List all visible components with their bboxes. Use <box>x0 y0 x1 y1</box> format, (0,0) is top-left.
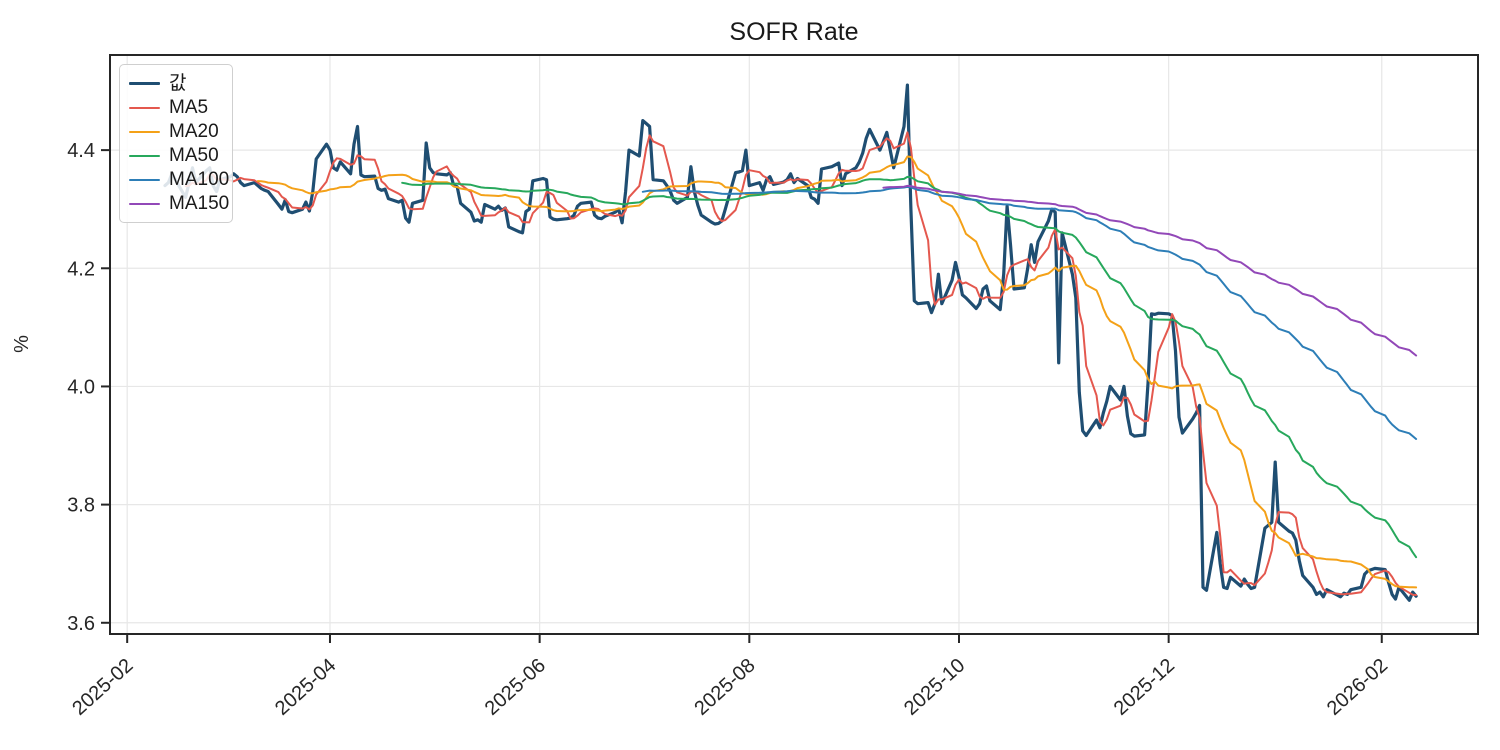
legend-item-MA150: MA150 <box>129 194 229 213</box>
series-line-값 <box>163 83 1418 602</box>
legend-item-MA5: MA5 <box>129 97 222 118</box>
y-tick-label: 3.6 <box>67 613 95 635</box>
x-tick-label: 2026-02 <box>1323 654 1392 719</box>
legend-item-MA20: MA20 <box>129 121 222 142</box>
legend-label: MA100 <box>169 169 230 190</box>
legend-swatch-값 <box>129 81 160 86</box>
series-line-MA5 <box>184 131 1418 596</box>
y-tick-label: 4.2 <box>67 258 95 280</box>
legend-label: MA150 <box>169 193 230 214</box>
y-axis-label: % <box>11 335 33 353</box>
axis-tick-marks <box>101 149 1383 643</box>
legend-swatch-MA20 <box>129 130 160 133</box>
series-line-MA100 <box>641 185 1418 440</box>
y-axis-tick-labels: 3.6 3.8 4.0 4.2 4.4 <box>67 140 95 635</box>
x-tick-label: 2025-06 <box>481 654 550 719</box>
line-series-group <box>163 83 1418 602</box>
series-line-MA150 <box>882 184 1418 357</box>
gridlines <box>110 55 1478 634</box>
y-tick-label: 3.8 <box>67 495 95 517</box>
plot-border <box>109 54 1479 635</box>
y-tick-label: 4.4 <box>67 140 95 162</box>
chart-title: SOFR Rate <box>729 18 858 46</box>
y-tick-label: 4.0 <box>67 376 95 398</box>
legend-label: 값 <box>169 73 187 94</box>
legend-label: MA5 <box>169 97 209 118</box>
x-tick-label: 2025-02 <box>68 654 137 719</box>
legend-item-MA50: MA50 <box>129 145 222 166</box>
legend: 값 MA5 MA20 MA50 MA100 MA150 <box>119 64 233 223</box>
series-line-MA50 <box>401 175 1418 559</box>
legend-label: MA50 <box>169 145 219 166</box>
legend-swatch-MA100 <box>129 178 160 181</box>
legend-swatch-MA5 <box>129 106 160 109</box>
x-tick-label: 2025-08 <box>690 654 759 719</box>
legend-swatch-MA150 <box>129 202 160 205</box>
x-tick-label: 2025-10 <box>900 654 969 719</box>
legend-item-값: 값 <box>129 73 222 94</box>
x-axis-tick-labels: 2025-02 2025-04 2025-06 2025-08 2025-10 2025-… <box>68 654 1392 719</box>
legend-label: MA20 <box>169 121 219 142</box>
legend-swatch-MA50 <box>129 154 160 157</box>
x-tick-label: 2025-04 <box>271 654 340 719</box>
legend-item-MA100: MA100 <box>129 170 229 189</box>
series-line-MA20 <box>256 155 1418 589</box>
x-tick-label: 2025-12 <box>1110 654 1179 719</box>
